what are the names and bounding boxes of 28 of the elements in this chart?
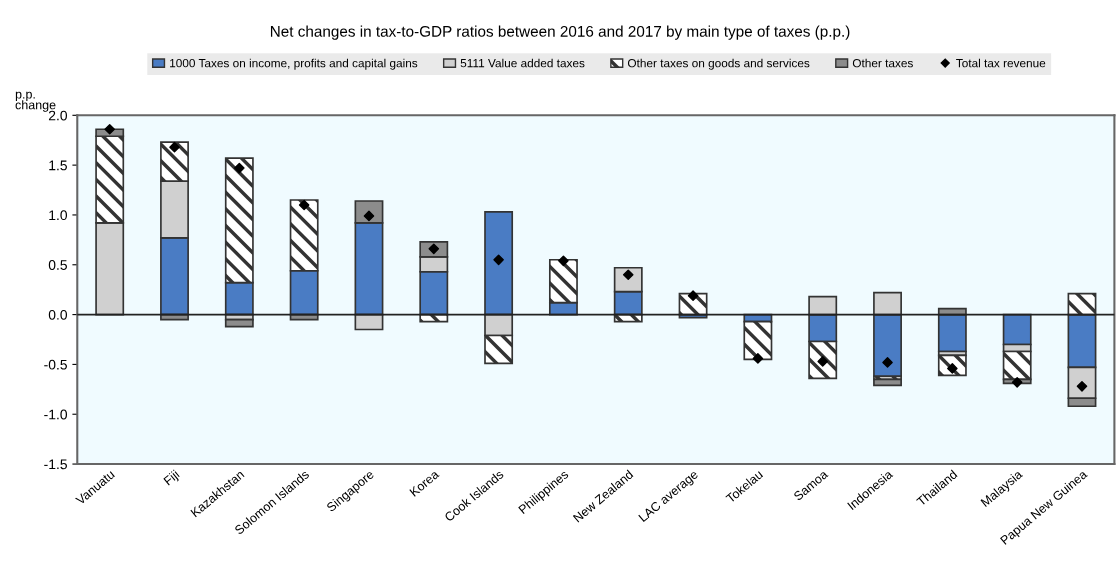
y-tick-label: 0.0 <box>48 309 68 320</box>
x-tick-label: Fiji <box>163 469 182 488</box>
point <box>558 255 569 267</box>
bar <box>873 378 902 387</box>
point <box>752 353 764 364</box>
y-tick-label: -0.5 <box>44 359 67 370</box>
legend-label: 5111 Value added taxes <box>460 58 585 68</box>
y-tick-label: -1.0 <box>44 409 68 420</box>
point <box>104 123 115 135</box>
legend-label: 1000 Taxes on income, profits and capital gains <box>170 58 418 70</box>
y-tick-label: 1.5 <box>49 160 67 171</box>
legend-label: Total tax revenue <box>956 58 1046 68</box>
y-tick-label: -1.5 <box>44 459 67 470</box>
bar <box>224 318 254 328</box>
point <box>169 141 180 153</box>
legend-label: Other taxes on goods and services <box>627 58 810 70</box>
chart-title: Net changes in tax-to-GDP ratios between 2016 and 2017 by main type of taxes (p.p.) <box>270 25 850 40</box>
y-tick-label: 0.5 <box>48 260 67 270</box>
y-axis-title: p.p. change <box>15 91 56 112</box>
point <box>234 162 245 174</box>
point <box>298 199 310 211</box>
y-tick-label: 2.0 <box>48 110 68 121</box>
y-tick-label: 1.0 <box>49 210 68 221</box>
legend-label: Other taxes <box>852 58 913 68</box>
point <box>493 254 504 266</box>
point <box>882 357 893 368</box>
point <box>1011 377 1023 388</box>
point <box>687 290 699 301</box>
